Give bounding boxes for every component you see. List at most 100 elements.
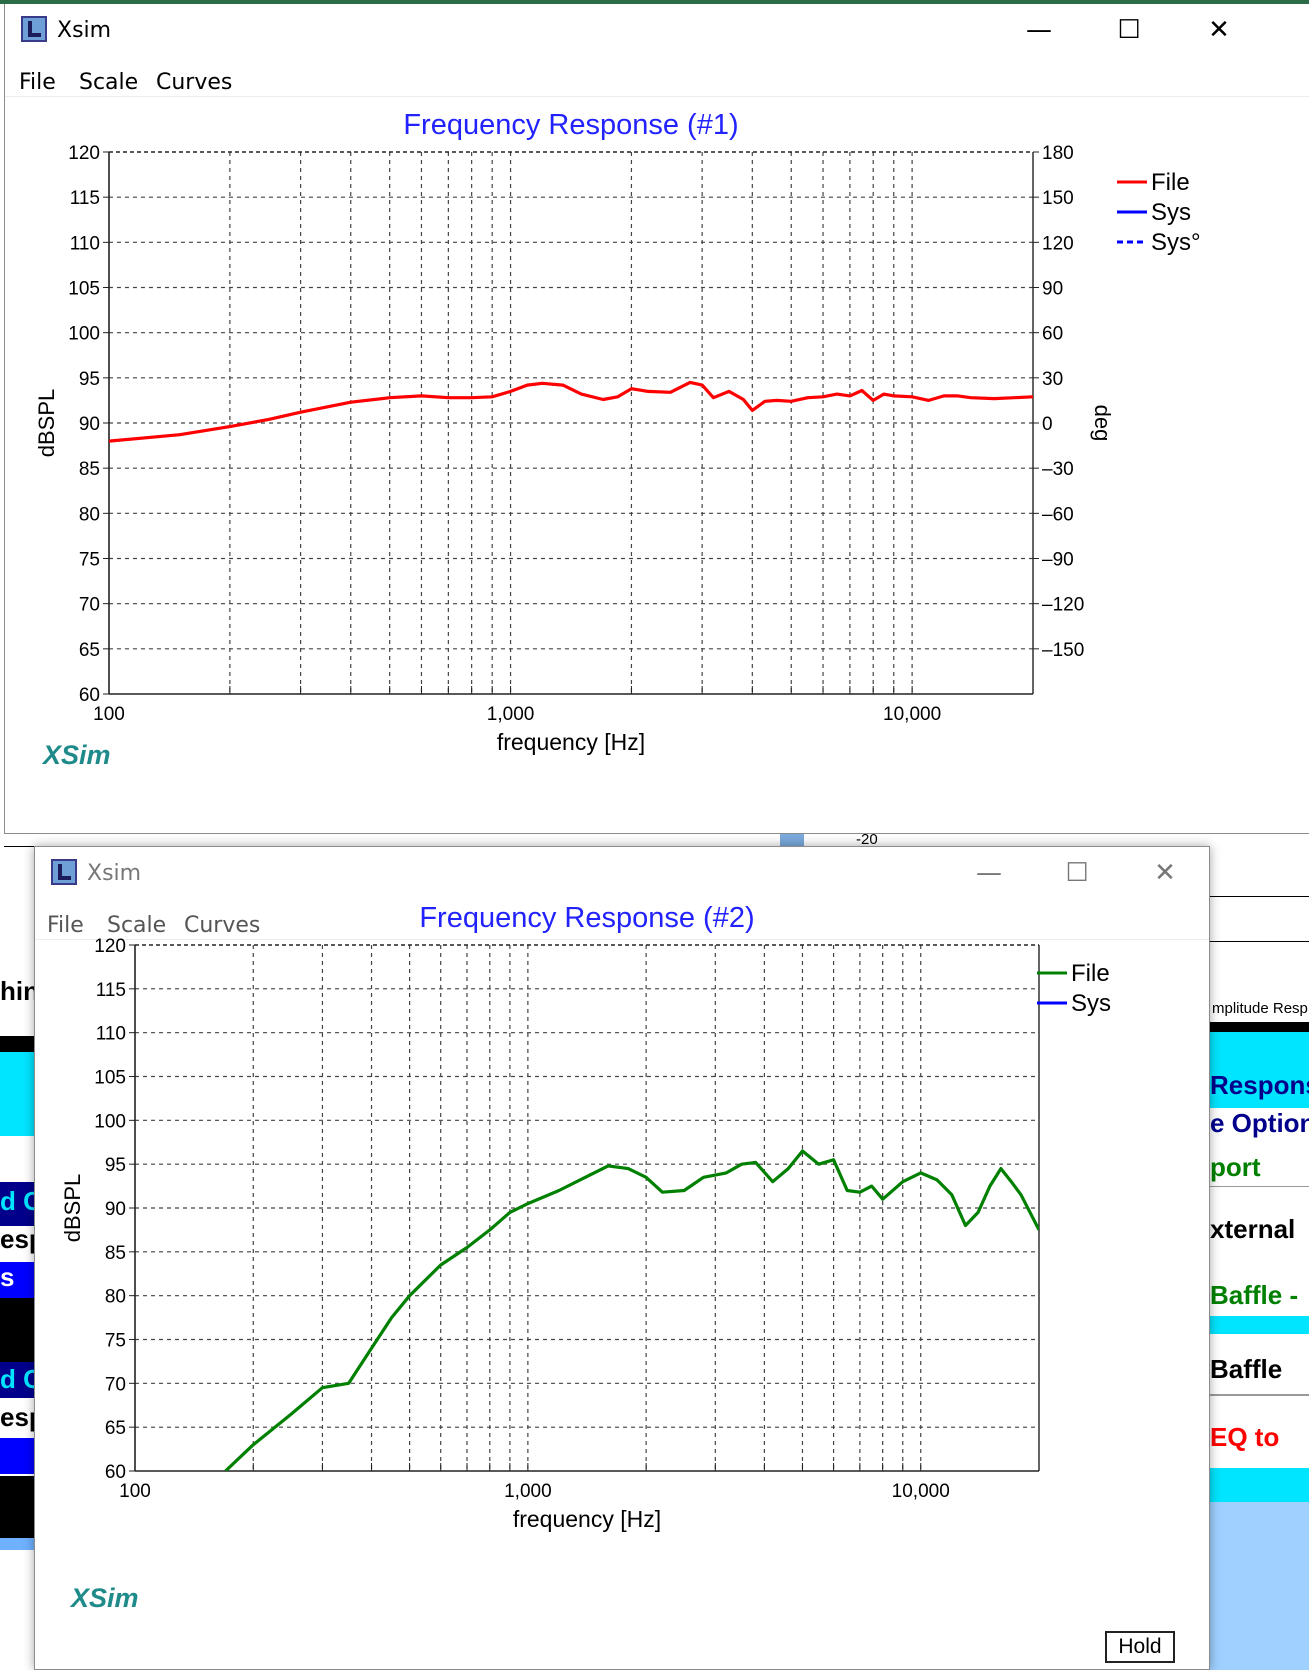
y2-tick-label: 150 — [1042, 188, 1074, 209]
x-tick-label: 100 — [119, 1481, 151, 1502]
menu-bar: File Scale Curves — [35, 903, 1209, 940]
y-tick-label: 70 — [79, 595, 100, 616]
xsim-window-1: Xsim — ☐ ✕ File Scale Curves Frequency R… — [4, 4, 1309, 834]
y-tick-label: 85 — [79, 459, 100, 480]
menu-bar: File Scale Curves — [5, 60, 1309, 97]
bg-fragment-11: Baffle - — [1210, 1280, 1299, 1310]
y-tick-label: 105 — [94, 1068, 126, 1089]
y-tick-label: 75 — [79, 550, 100, 571]
y-tick-label: 95 — [105, 1155, 126, 1176]
minimize-button[interactable]: — — [976, 858, 1002, 888]
y2-tick-label: –120 — [1042, 595, 1084, 616]
window-title: Xsim — [87, 861, 142, 886]
bg-fragment-12: Baffle — [1210, 1354, 1283, 1384]
y-tick-label: 85 — [105, 1243, 126, 1264]
xsim-app-icon — [21, 16, 47, 42]
y-tick-label: 90 — [105, 1199, 126, 1220]
xsim-logo: XSim — [71, 1583, 139, 1613]
hold-button[interactable]: Hold — [1105, 1631, 1175, 1663]
y2-axis-label: deg — [1090, 405, 1115, 442]
y2-tick-label: 120 — [1042, 233, 1074, 254]
maximize-button[interactable]: ☐ — [1117, 15, 1141, 45]
bg-fragment-10: xternal — [1210, 1214, 1296, 1244]
menu-curves[interactable]: Curves — [156, 70, 233, 95]
y2-tick-label: 90 — [1042, 279, 1063, 300]
y-tick-label: 115 — [96, 980, 126, 1001]
x-tick-label: 10,000 — [883, 704, 941, 725]
legend-label: File — [1071, 960, 1110, 987]
bg-fragment-6: esp — [0, 1402, 34, 1432]
y2-tick-label: –60 — [1042, 504, 1074, 525]
y2-tick-label: –150 — [1042, 640, 1084, 661]
legend-label: Sys — [1071, 990, 1111, 1017]
series-line-file — [224, 1149, 1039, 1471]
chart-title: Frequency Response (#1) — [403, 109, 738, 141]
close-button[interactable]: ✕ — [1154, 858, 1176, 888]
left-strip: hin d C esp s d C esp — [0, 836, 34, 1670]
bg-fragment-7: Respons — [1210, 1070, 1309, 1100]
menu-curves[interactable]: Curves — [184, 913, 261, 938]
y-tick-label: 100 — [94, 1111, 126, 1132]
x-tick-label: 1,000 — [487, 704, 535, 725]
bg-fragment-13: EQ to — [1210, 1422, 1280, 1452]
menu-file[interactable]: File — [19, 70, 56, 95]
y-tick-label: 110 — [70, 233, 100, 254]
bg-fragment-1: hin — [0, 976, 34, 1006]
y-axis-label: dBSPL — [60, 1174, 85, 1243]
bg-fragment-8: e Option — [1210, 1108, 1309, 1138]
xsim-window-2: Xsim — ☐ ✕ File Scale Curves Frequency R… — [34, 846, 1210, 1670]
legend-label: File — [1151, 169, 1190, 196]
legend-label: Sys° — [1151, 229, 1201, 256]
series-line-file — [109, 380, 1033, 443]
menu-scale[interactable]: Scale — [107, 913, 167, 938]
title-bar[interactable]: Xsim — ☐ ✕ — [35, 847, 1209, 899]
y-tick-label: 120 — [68, 143, 100, 164]
bg-fragment-4: s — [0, 1262, 15, 1292]
y-tick-label: 70 — [105, 1374, 126, 1395]
x-axis-label: frequency [Hz] — [497, 729, 645, 755]
y-tick-label: 60 — [79, 685, 100, 706]
xsim-logo: XSim — [43, 740, 111, 770]
maximize-button[interactable]: ☐ — [1065, 858, 1089, 888]
desktop-top-strip — [0, 0, 1309, 4]
y-tick-label: 65 — [79, 640, 100, 661]
chart-title: Frequency Response (#2) — [419, 902, 754, 934]
x-axis-label: frequency [Hz] — [513, 1506, 661, 1532]
y2-tick-label: –30 — [1042, 459, 1074, 480]
y-tick-label: 105 — [68, 279, 100, 300]
xsim-app-icon — [51, 859, 77, 885]
bg-fragment-2: d C — [0, 1186, 34, 1216]
y-tick-label: 80 — [79, 504, 100, 525]
y-tick-label: 115 — [70, 188, 100, 209]
x-tick-label: 10,000 — [892, 1481, 950, 1502]
y2-tick-label: 0 — [1042, 414, 1053, 435]
bg-fragment-5: d C — [0, 1364, 34, 1394]
title-bar[interactable]: Xsim — ☐ ✕ — [5, 4, 1309, 56]
frequency-response-chart-2: Frequency Response (#2) 100 1,000 10,000 60 6… — [60, 902, 1111, 1532]
y-tick-label: 60 — [105, 1462, 126, 1483]
y-tick-label: 75 — [105, 1331, 126, 1352]
y2-tick-label: 60 — [1042, 324, 1063, 345]
bg-fragment-9: port — [1210, 1152, 1261, 1182]
y-tick-label: 80 — [105, 1287, 126, 1308]
y-tick-label: 65 — [105, 1418, 126, 1439]
y-tick-label: 100 — [68, 324, 100, 345]
y2-tick-label: 30 — [1042, 369, 1063, 390]
bg-fragment-3: esp — [0, 1224, 34, 1254]
minimize-button[interactable]: — — [1026, 15, 1052, 45]
bg-fragment-14: mplitude Resp — [1212, 1000, 1308, 1017]
frequency-response-chart-1: Frequency Response (#1) 100 1,000 10,000 60 6… — [34, 109, 1201, 755]
bg-fragment-15: -20 — [856, 831, 878, 848]
y-tick-label: 110 — [96, 1024, 126, 1045]
y-tick-label: 90 — [79, 414, 100, 435]
window-title: Xsim — [57, 18, 112, 43]
menu-scale[interactable]: Scale — [79, 70, 139, 95]
y-axis-label: dBSPL — [34, 389, 59, 458]
x-tick-label: 100 — [93, 704, 125, 725]
legend-label: Sys — [1151, 199, 1191, 226]
y-tick-label: 120 — [94, 936, 126, 957]
menu-file[interactable]: File — [47, 913, 84, 938]
right-strip: mplitude Resp Respons e Option port xter… — [1210, 846, 1309, 1670]
close-button[interactable]: ✕ — [1208, 15, 1230, 45]
